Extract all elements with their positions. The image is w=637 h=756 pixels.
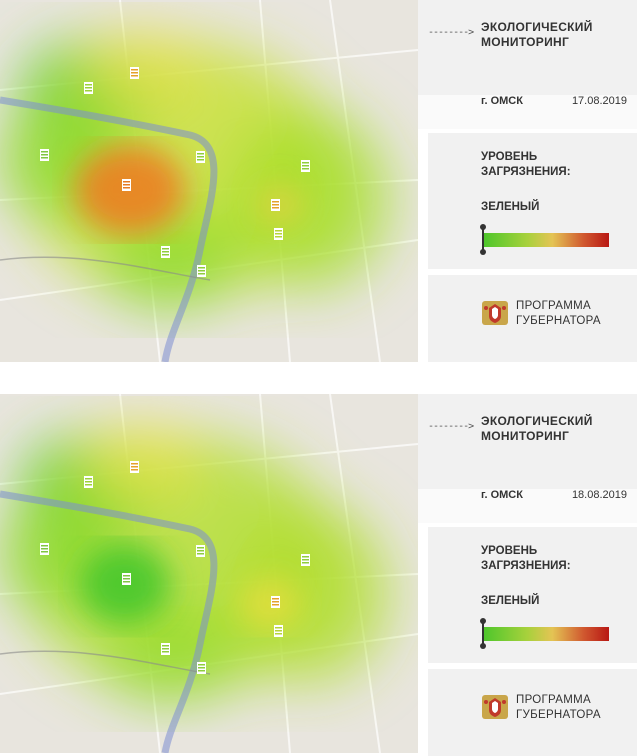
document-marker-icon[interactable] — [122, 573, 131, 585]
document-marker-icon[interactable] — [130, 67, 139, 79]
date-label: 17.08.2019 — [571, 95, 627, 107]
title-row: --------> ЭКОЛОГИЧЕСКИЙ МОНИТОРИНГ — [418, 0, 637, 95]
city-label: г. ОМСК — [481, 489, 523, 501]
document-marker-icon[interactable] — [301, 554, 310, 566]
monitoring-title: ЭКОЛОГИЧЕСКИЙ МОНИТОРИНГ — [481, 20, 593, 49]
document-marker-icon[interactable] — [301, 160, 310, 172]
info-sidebar: --------> ЭКОЛОГИЧЕСКИЙ МОНИТОРИНГ г. ОМ… — [418, 394, 637, 756]
title-row: --------> ЭКОЛОГИЧЕСКИЙ МОНИТОРИНГ — [418, 394, 637, 489]
pollution-level-value: ЗЕЛЕНЫЙ — [481, 595, 540, 607]
document-marker-icon[interactable] — [84, 82, 93, 94]
document-marker-icon[interactable] — [274, 228, 283, 240]
heatmap-map[interactable] — [0, 394, 418, 753]
document-marker-icon[interactable] — [196, 545, 205, 557]
info-sidebar: --------> ЭКОЛОГИЧЕСКИЙ МОНИТОРИНГ г. ОМ… — [418, 0, 637, 362]
document-marker-icon[interactable] — [84, 476, 93, 488]
document-marker-icon[interactable] — [197, 662, 206, 674]
pollution-gradient-scale — [483, 627, 609, 641]
monitoring-panel-1: --------> ЭКОЛОГИЧЕСКИЙ МОНИТОРИНГ г. ОМ… — [0, 0, 637, 362]
map-svg — [0, 394, 418, 753]
document-marker-icon[interactable] — [197, 265, 206, 277]
city-date-row: г. ОМСК 17.08.2019 — [418, 95, 637, 129]
governor-program-box: ПРОГРАММА ГУБЕРНАТОРА — [428, 669, 637, 756]
arrow-right-icon: --------> — [428, 27, 474, 38]
document-marker-icon[interactable] — [122, 179, 131, 191]
pollution-level-box: УРОВЕНЬ ЗАГРЯЗНЕНИЯ: ЗЕЛЕНЫЙ — [428, 527, 637, 663]
document-marker-icon[interactable] — [161, 643, 170, 655]
arrow-right-icon: --------> — [428, 421, 474, 432]
document-marker-icon[interactable] — [271, 199, 280, 211]
pollution-gradient-scale — [483, 233, 609, 247]
pollution-level-box: УРОВЕНЬ ЗАГРЯЗНЕНИЯ: ЗЕЛЕНЫЙ — [428, 133, 637, 269]
document-marker-icon[interactable] — [161, 246, 170, 258]
monitoring-title: ЭКОЛОГИЧЕСКИЙ МОНИТОРИНГ — [481, 414, 593, 443]
governor-program-label: ПРОГРАММА ГУБЕРНАТОРА — [516, 694, 601, 721]
city-label: г. ОМСК — [481, 95, 523, 107]
pollution-level-label: УРОВЕНЬ ЗАГРЯЗНЕНИЯ: — [481, 545, 571, 572]
emblem-icon — [482, 301, 508, 325]
city-date-row: г. ОМСК 18.08.2019 — [418, 489, 637, 523]
governor-program-label: ПРОГРАММА ГУБЕРНАТОРА — [516, 300, 601, 327]
document-marker-icon[interactable] — [40, 149, 49, 161]
map-svg — [0, 0, 418, 362]
document-marker-icon[interactable] — [40, 543, 49, 555]
document-marker-icon[interactable] — [130, 461, 139, 473]
pollution-level-value: ЗЕЛЕНЫЙ — [481, 201, 540, 213]
heatmap-map[interactable] — [0, 0, 418, 362]
pollution-level-marker — [480, 224, 486, 255]
date-label: 18.08.2019 — [571, 489, 627, 501]
emblem-icon — [482, 695, 508, 719]
document-marker-icon[interactable] — [271, 596, 280, 608]
pollution-level-marker — [480, 618, 486, 649]
pollution-level-label: УРОВЕНЬ ЗАГРЯЗНЕНИЯ: — [481, 151, 571, 178]
document-marker-icon[interactable] — [196, 151, 205, 163]
document-marker-icon[interactable] — [274, 625, 283, 637]
governor-program-box: ПРОГРАММА ГУБЕРНАТОРА — [428, 275, 637, 362]
monitoring-panel-2: --------> ЭКОЛОГИЧЕСКИЙ МОНИТОРИНГ г. ОМ… — [0, 394, 637, 756]
